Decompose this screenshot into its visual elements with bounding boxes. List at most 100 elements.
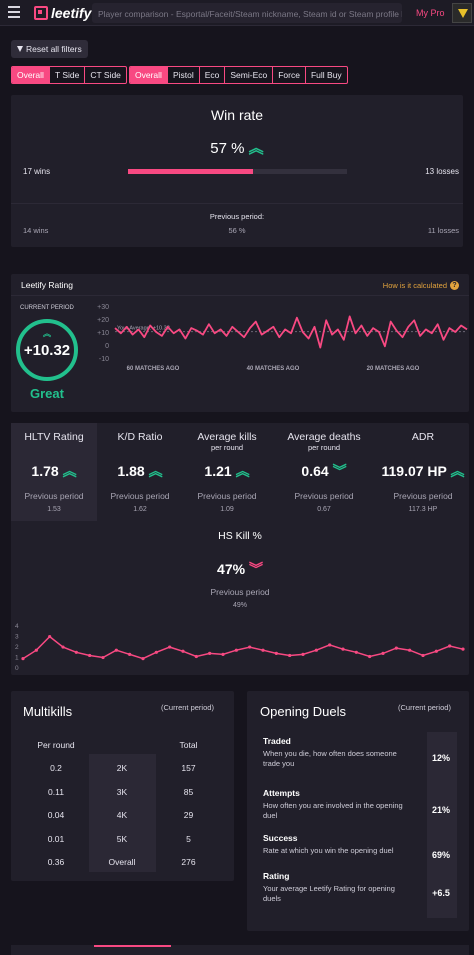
y-tick-label: 2 (15, 644, 19, 651)
x-tick-label: 20 MATCHES AGO (367, 366, 420, 372)
tab-t-side[interactable]: T Side (50, 67, 86, 83)
opening-metric-value: 12% (431, 753, 450, 763)
opening-metric-title: Traded (263, 736, 291, 746)
per-round-value: 0.01 (47, 833, 65, 844)
multikill-type: 3K (116, 786, 128, 797)
trend-up-icon: ︽ (43, 329, 51, 338)
hamburger-menu-icon[interactable] (8, 6, 20, 18)
opening-metric-title: Attempts (263, 788, 300, 798)
previous-period-label: Previous period: (209, 212, 265, 221)
opening-metric-value: +6.5 (432, 888, 450, 898)
total-value: 276 (181, 857, 196, 868)
stat-sublabel: per round (210, 443, 244, 452)
hs-point (114, 648, 118, 652)
divider (11, 203, 463, 204)
y-tick-label: +10 (97, 330, 109, 337)
opening-duel-row: Attempts How often you are involved in th… (263, 788, 471, 821)
next-panel (11, 945, 469, 955)
opening-duels-period: (Current period) (398, 703, 451, 712)
stat-prev-label: Previous period (393, 491, 453, 501)
tab-eco[interactable]: Eco (200, 67, 226, 83)
y-tick-label: +30 (97, 304, 109, 311)
stat-prev-value: 1.62 (133, 506, 147, 513)
player-search-input[interactable]: Player comparison - Esportal/Faceit/Stea… (92, 3, 402, 23)
trend-down-icon: ︾ (248, 561, 263, 577)
tab-side-overall[interactable]: Overall (12, 67, 50, 83)
trend-down-icon: ︾ (332, 463, 347, 479)
reset-filters-button[interactable]: Reset all filters (11, 40, 88, 58)
hs-point (448, 644, 452, 648)
tab-pistol[interactable]: Pistol (168, 67, 200, 83)
stat-value: 119.07 HP (381, 463, 447, 479)
hs-point (368, 654, 372, 659)
hs-prev-label: Previous period (210, 587, 270, 597)
hs-point (354, 650, 358, 654)
leetify-logo[interactable]: leetify (34, 5, 91, 21)
stat-label: K/D Ratio (117, 431, 163, 443)
total-value: 29 (183, 810, 194, 821)
user-avatar[interactable] (452, 3, 472, 23)
hs-kill-value: 47% (217, 561, 246, 577)
multikills-title: Multikills (23, 704, 73, 719)
multikills-panel: Multikills (Current period) Per round To… (11, 691, 234, 881)
stat-card[interactable]: ADR 119.07 HP ︽ Previous period 117.3 HP (377, 423, 469, 521)
hs-kill-label: HS Kill % (218, 530, 262, 542)
y-tick-label: 1 (15, 655, 19, 662)
prev-win-rate: 56 % (228, 226, 246, 235)
trend-up-icon: ︽ (450, 463, 465, 479)
hs-point (221, 652, 225, 656)
prev-losses: 11 losses (427, 226, 459, 235)
hs-point (61, 645, 65, 649)
stats-panel: HLTV Rating 1.78 ︽ Previous period 1.53 K/D … (11, 423, 469, 675)
help-icon: ? (450, 281, 459, 290)
win-rate-panel: Win rate 57 % ︽ 17 wins 13 losses Previo… (11, 95, 463, 247)
stat-prev-value: 1.09 (220, 506, 234, 513)
win-rate-value: 57 % (210, 140, 245, 157)
hs-point (381, 651, 385, 655)
opening-duel-row: Rating Your average Leetify Rating for op… (263, 871, 471, 904)
multikill-type-column (89, 754, 156, 872)
win-rate-bar-fill (128, 169, 253, 174)
opening-duels-panel: Opening Duels (Current period) Traded Whe… (247, 691, 469, 931)
hs-point (421, 653, 425, 658)
trend-up-icon: ︽ (235, 463, 250, 479)
stat-card[interactable]: HLTV Rating 1.78 ︽ Previous period 1.53 (11, 423, 97, 521)
hs-point (181, 649, 185, 653)
round-type-tabs: Overall Pistol Eco Semi-Eco Force Full B… (129, 66, 348, 84)
how-calculated-link[interactable]: How is it calculated ? (383, 281, 459, 290)
tab-full-buy[interactable]: Full Buy (310, 70, 342, 80)
tab-round-overall[interactable]: Overall (130, 67, 168, 83)
hs-point (168, 645, 172, 649)
rating-history-chart: +30 +20 +10 0 -10 Your Average: +10.32 60 MATC… (97, 304, 468, 372)
hs-point (194, 654, 198, 659)
stat-label: HLTV Rating (24, 431, 84, 443)
win-rate-title: Win rate (210, 107, 264, 123)
stat-card[interactable]: K/D Ratio 1.88 ︽ Previous period 1.62 (97, 423, 183, 521)
filter-icon (17, 46, 23, 52)
hs-point (314, 648, 318, 652)
tab-force[interactable]: Force (273, 67, 306, 83)
rating-value: +10.32 (23, 342, 71, 359)
losses-count: 13 losses (425, 167, 459, 176)
y-tick-label: 0 (15, 665, 19, 672)
hs-point (101, 655, 105, 660)
hs-point (408, 648, 412, 652)
per-round-value: 0.36 (47, 857, 65, 868)
x-tick-label: 60 MATCHES AGO (127, 366, 180, 372)
multikill-type: Overall (108, 857, 136, 868)
logo-mark-icon (34, 6, 48, 20)
rating-gauge: ︽ +10.32 (16, 319, 78, 381)
tab-semi-eco[interactable]: Semi-Eco (225, 67, 274, 83)
stat-prev-label: Previous period (294, 491, 354, 501)
stat-label: ADR (411, 431, 435, 443)
opening-metric-desc: Rate at which you win the opening duel (263, 846, 394, 855)
per-round-value: 0.2 (50, 763, 62, 774)
y-tick-label: 3 (15, 634, 19, 641)
tab-ct-side[interactable]: CT Side (90, 70, 121, 80)
hs-history-chart: 4 3 2 1 0 (15, 623, 465, 672)
stat-card[interactable]: Average kills per round 1.21 ︽ Previous per… (183, 423, 271, 521)
stat-label: Average deaths (287, 431, 361, 443)
my-pro-link[interactable]: My Pro (416, 8, 445, 18)
stat-card[interactable]: Average deaths per round 0.64 ︾ Previous pe… (271, 423, 377, 521)
multikill-row: 0.11 3K 85 (25, 780, 220, 804)
